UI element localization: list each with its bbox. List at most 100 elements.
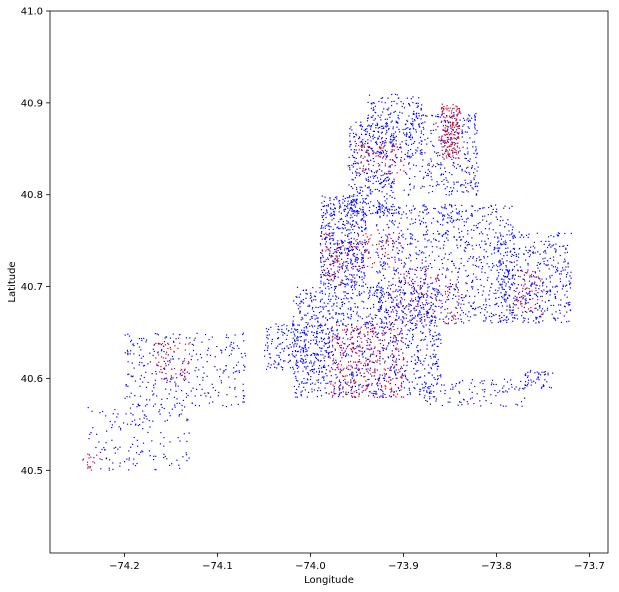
- data-point: [392, 326, 394, 328]
- data-point: [364, 325, 366, 327]
- data-point: [234, 386, 236, 389]
- data-point: [366, 172, 368, 174]
- data-point: [529, 254, 531, 256]
- data-point: [435, 317, 437, 319]
- data-point: [124, 334, 126, 336]
- data-point: [418, 297, 420, 300]
- data-point: [338, 202, 340, 204]
- data-point: [322, 221, 324, 224]
- data-point: [229, 345, 231, 347]
- data-point: [553, 236, 555, 238]
- data-point: [319, 301, 321, 303]
- data-point: [497, 321, 499, 323]
- data-point: [362, 285, 364, 287]
- data-point: [422, 325, 424, 327]
- data-point: [146, 399, 148, 401]
- data-point: [441, 107, 443, 110]
- data-point: [408, 184, 411, 186]
- data-point: [169, 337, 172, 339]
- data-point: [364, 228, 366, 230]
- data-point: [401, 247, 403, 249]
- data-point: [155, 373, 157, 375]
- data-point: [390, 396, 392, 398]
- data-point: [186, 454, 188, 456]
- data-point: [152, 394, 154, 396]
- data-point: [387, 179, 389, 182]
- data-point: [380, 304, 383, 306]
- data-point: [277, 325, 279, 328]
- data-point: [325, 369, 327, 371]
- data-point: [348, 197, 350, 199]
- data-point: [438, 212, 441, 214]
- data-point: [160, 432, 162, 434]
- data-point: [415, 131, 417, 133]
- data-point: [495, 303, 497, 305]
- data-point: [493, 246, 496, 249]
- data-point: [327, 282, 329, 284]
- data-point: [454, 148, 456, 151]
- data-point: [529, 310, 531, 312]
- data-point: [555, 271, 557, 273]
- data-point: [503, 378, 506, 380]
- data-point: [347, 247, 349, 250]
- data-point: [481, 240, 483, 242]
- data-point: [343, 283, 345, 285]
- data-point: [346, 197, 348, 199]
- data-point: [522, 311, 524, 313]
- data-point: [333, 243, 335, 245]
- data-point: [496, 244, 498, 246]
- data-point: [441, 262, 444, 265]
- data-point: [328, 234, 330, 236]
- data-point: [459, 381, 461, 383]
- data-point: [435, 305, 437, 308]
- data-point: [375, 141, 377, 143]
- data-point: [354, 162, 356, 165]
- data-point: [442, 318, 444, 320]
- data-point: [434, 316, 436, 318]
- data-point: [509, 261, 511, 263]
- data-point: [453, 181, 455, 183]
- data-point: [524, 317, 526, 320]
- data-point: [372, 286, 374, 288]
- data-point: [291, 342, 294, 344]
- data-point: [465, 294, 467, 296]
- data-point: [371, 324, 374, 326]
- data-point: [374, 378, 377, 380]
- data-point: [471, 165, 473, 167]
- data-point: [303, 377, 305, 380]
- data-point: [322, 219, 325, 221]
- data-point: [310, 383, 312, 385]
- data-point: [433, 335, 435, 337]
- data-point: [388, 233, 390, 235]
- data-point: [323, 238, 325, 240]
- data-point: [565, 276, 567, 278]
- data-point: [357, 332, 360, 334]
- data-point: [411, 136, 413, 138]
- data-point: [413, 185, 415, 187]
- data-point: [347, 212, 349, 214]
- data-point: [363, 266, 365, 268]
- data-point: [446, 221, 448, 223]
- data-point: [339, 388, 341, 390]
- data-point: [503, 255, 505, 257]
- data-point: [369, 125, 371, 127]
- data-point: [372, 150, 374, 152]
- data-point: [302, 370, 304, 372]
- data-point: [339, 345, 341, 347]
- data-point: [403, 170, 405, 172]
- data-point: [467, 166, 469, 168]
- data-point: [224, 349, 226, 351]
- data-point: [303, 386, 305, 388]
- data-point: [502, 262, 504, 264]
- data-point: [535, 318, 537, 320]
- data-point: [567, 266, 569, 268]
- data-point: [430, 322, 432, 324]
- data-point: [507, 247, 509, 249]
- data-point: [517, 256, 520, 258]
- data-point: [456, 106, 458, 108]
- data-point: [448, 172, 451, 174]
- data-point: [196, 388, 198, 390]
- data-point: [435, 239, 437, 241]
- data-point: [429, 263, 431, 265]
- data-point: [476, 185, 479, 187]
